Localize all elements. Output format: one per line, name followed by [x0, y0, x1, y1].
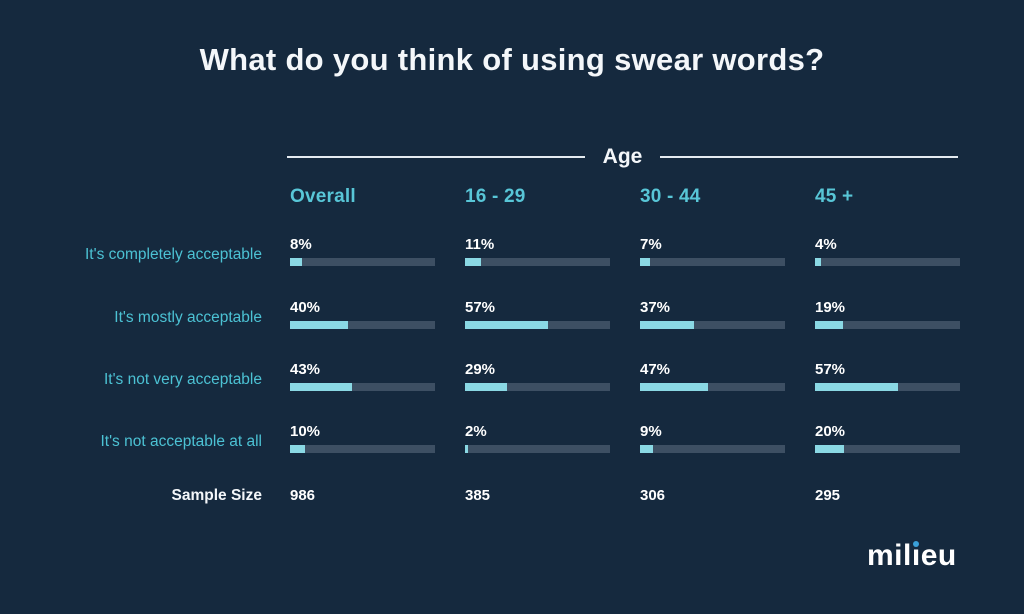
table-row: It's not acceptable at all 10% 2% 9% 20%	[0, 423, 1024, 467]
bar-cell: 29%	[465, 361, 610, 391]
bar-track	[640, 258, 785, 266]
value-label: 2%	[465, 423, 487, 440]
logo-part1: mil	[867, 539, 912, 572]
bar-fill	[290, 383, 353, 391]
value-label: 57%	[815, 361, 846, 378]
bar-fill	[815, 321, 843, 329]
value-label: 9%	[640, 423, 662, 440]
column-header-1: 16 - 29	[465, 186, 526, 207]
value-label: 7%	[640, 236, 662, 253]
bar-cell: 19%	[815, 299, 960, 329]
column-header-3: 45 +	[815, 186, 854, 207]
bar-fill	[815, 258, 821, 266]
value-label: 20%	[815, 423, 846, 440]
value-label: 10%	[290, 423, 321, 440]
column-header-2: 30 - 44	[640, 186, 701, 207]
row-label: It's not very acceptable	[103, 371, 262, 388]
bar-cell: 8%	[290, 236, 435, 266]
sample-size-value: 986	[290, 487, 316, 504]
bar-track	[465, 321, 610, 329]
value-label: 4%	[815, 236, 837, 253]
bar-cell: 20%	[815, 423, 960, 453]
value-label: 43%	[290, 361, 321, 378]
value-label: 37%	[640, 299, 671, 316]
bar-fill	[290, 321, 348, 329]
bar-fill	[465, 383, 508, 391]
bar-fill	[640, 383, 709, 391]
age-group-header: Age	[287, 144, 958, 170]
age-group-label: Age	[602, 145, 643, 168]
value-label: 8%	[290, 236, 312, 253]
bar-track	[290, 258, 435, 266]
bar-cell: 4%	[815, 236, 960, 266]
sample-size-row: Sample Size 986 385 306 295	[0, 487, 1024, 509]
bar-cell: 57%	[465, 299, 610, 329]
bar-cell: 57%	[815, 361, 960, 391]
page-title: What do you think of using swear words?	[199, 42, 825, 77]
bar-fill	[815, 445, 844, 453]
bar-track	[815, 383, 960, 391]
bar-cell: 47%	[640, 361, 785, 391]
bar-cell: 43%	[290, 361, 435, 391]
bar-fill	[465, 445, 468, 453]
bar-track	[640, 383, 785, 391]
value-label: 19%	[815, 299, 846, 316]
bar-track	[640, 445, 785, 453]
bar-track	[465, 383, 610, 391]
sample-size-value: 306	[640, 487, 666, 504]
value-label: 47%	[640, 361, 671, 378]
bar-fill	[290, 258, 302, 266]
bar-cell: 11%	[465, 236, 610, 266]
table-row: It's completely acceptable 8% 11% 7% 4%	[0, 236, 1024, 280]
bar-track	[465, 445, 610, 453]
sample-size-label: Sample Size	[171, 487, 262, 504]
row-label: It's completely acceptable	[85, 246, 262, 263]
bar-cell: 2%	[465, 423, 610, 453]
bar-cell: 37%	[640, 299, 785, 329]
bar-fill	[465, 258, 481, 266]
bar-track	[815, 258, 960, 266]
bar-track	[465, 258, 610, 266]
row-label: It's not acceptable at all	[100, 433, 262, 450]
milieu-logo: milıeu	[867, 539, 957, 573]
sample-size-value: 385	[465, 487, 491, 504]
table-row: It's not very acceptable 43% 29% 47% 57%	[0, 361, 1024, 405]
table-row: It's mostly acceptable 40% 57% 37% 19%	[0, 299, 1024, 343]
logo-blue-dot-i: ı	[911, 539, 921, 572]
row-label: It's mostly acceptable	[114, 309, 262, 326]
bar-track	[640, 321, 785, 329]
bar-cell: 10%	[290, 423, 435, 453]
column-header-0: Overall	[290, 186, 356, 207]
value-label: 40%	[290, 299, 321, 316]
bar-track	[815, 321, 960, 329]
bar-track	[290, 321, 435, 329]
logo-part2: eu	[920, 539, 957, 572]
bar-cell: 7%	[640, 236, 785, 266]
bar-fill	[640, 321, 694, 329]
bar-cell: 40%	[290, 299, 435, 329]
bar-fill	[640, 445, 654, 453]
value-label: 57%	[465, 299, 496, 316]
bar-cell: 9%	[640, 423, 785, 453]
sample-size-value: 295	[815, 487, 841, 504]
bar-track	[290, 383, 435, 391]
age-header-line-left	[287, 156, 585, 158]
value-label: 11%	[465, 236, 495, 253]
bar-fill	[290, 445, 305, 453]
bar-track	[290, 445, 435, 453]
bar-fill	[465, 321, 548, 329]
value-label: 29%	[465, 361, 496, 378]
age-header-line-right	[660, 156, 958, 158]
bar-track	[815, 445, 960, 453]
bar-fill	[640, 258, 651, 266]
bar-fill	[815, 383, 898, 391]
